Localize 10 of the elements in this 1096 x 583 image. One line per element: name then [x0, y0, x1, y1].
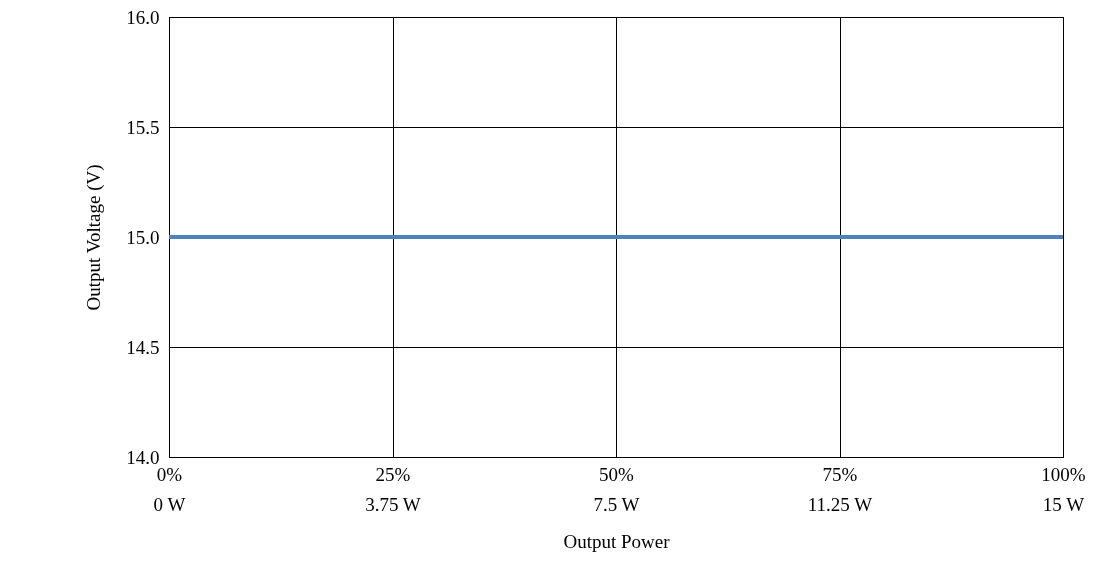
x-axis-title: Output Power: [563, 530, 671, 552]
y-axis-title: Output Voltage (V): [83, 164, 106, 311]
x-tick-label: 100% 15 W: [1041, 463, 1086, 515]
y-tick-label: 15.5: [126, 116, 160, 138]
x-tick-label: 75% 11.25 W: [807, 463, 873, 515]
x-tick-label: 25% 3.75 W: [365, 463, 421, 515]
y-tick-label: 16.0: [126, 6, 160, 28]
x-tick-label: 50% 7.5 W: [593, 463, 640, 515]
y-tick-label: 14.5: [126, 336, 160, 358]
y-tick-label: 15.0: [126, 226, 160, 248]
